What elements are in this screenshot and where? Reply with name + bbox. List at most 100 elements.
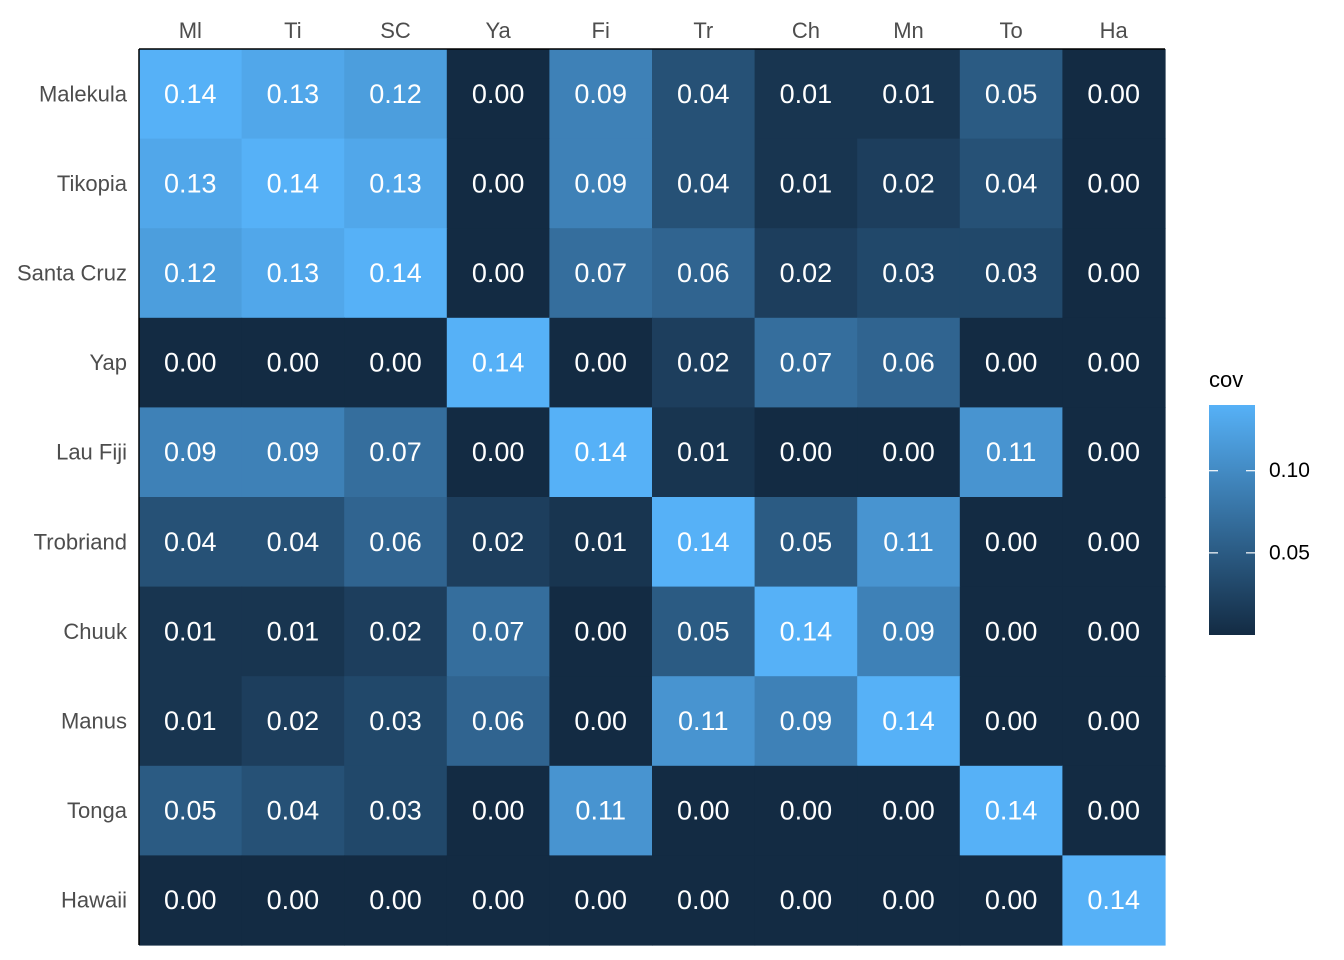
cell-value-label: 0.01 bbox=[677, 437, 730, 467]
cell-value-label: 0.05 bbox=[677, 616, 730, 646]
cell-value-label: 0.00 bbox=[267, 885, 320, 915]
cell-value-label: 0.01 bbox=[164, 706, 217, 736]
cell-value-label: 0.00 bbox=[472, 885, 525, 915]
cell-value-label: 0.11 bbox=[986, 437, 1037, 467]
cell-value-label: 0.00 bbox=[985, 706, 1038, 736]
heatmap-cell bbox=[241, 676, 345, 767]
cell-value-label: 0.00 bbox=[472, 79, 525, 109]
x-tick-label: Tr bbox=[693, 18, 713, 43]
color-legend: cov 0.05 0.10 bbox=[1209, 367, 1310, 635]
heatmap-cell bbox=[959, 497, 1063, 588]
cell-value-label: 0.11 bbox=[678, 706, 729, 736]
x-axis-ticks: Ml Ti SC Ya Fi Tr Ch Mn To Ha bbox=[179, 18, 1129, 43]
cell-value-label: 0.00 bbox=[574, 885, 627, 915]
heatmap-cell bbox=[959, 228, 1063, 319]
cell-value-label: 0.00 bbox=[1087, 79, 1140, 109]
heatmap-cell bbox=[549, 49, 653, 140]
heatmap-cell bbox=[959, 138, 1063, 229]
heatmap-cell bbox=[549, 407, 653, 498]
cell-value-label: 0.02 bbox=[472, 527, 525, 557]
heatmap-cell bbox=[754, 497, 858, 588]
heatmap-cell bbox=[857, 497, 961, 588]
heatmap-cell bbox=[857, 138, 961, 229]
cell-value-label: 0.07 bbox=[472, 616, 525, 646]
heatmap-cell bbox=[241, 317, 345, 408]
heatmap-cell bbox=[857, 407, 961, 498]
cell-value-label: 0.06 bbox=[472, 706, 525, 736]
x-tick-label: Ch bbox=[792, 18, 820, 43]
legend-colorbar bbox=[1209, 405, 1255, 635]
heatmap-cell bbox=[549, 855, 653, 946]
heatmap-cell bbox=[549, 676, 653, 767]
cell-value-label: 0.00 bbox=[1087, 706, 1140, 736]
cell-value-label: 0.09 bbox=[267, 437, 320, 467]
cell-value-label: 0.04 bbox=[164, 527, 217, 557]
cell-value-label: 0.07 bbox=[369, 437, 422, 467]
heatmap-cell bbox=[139, 765, 243, 856]
heatmap-cell bbox=[344, 586, 448, 677]
cell-value-label: 0.00 bbox=[1087, 796, 1140, 826]
cell-value-label: 0.13 bbox=[164, 168, 217, 198]
heatmap-cell bbox=[1062, 855, 1166, 946]
cell-value-label: 0.04 bbox=[985, 168, 1038, 198]
heatmap-cell bbox=[241, 407, 345, 498]
heatmap-cell bbox=[652, 317, 756, 408]
cell-value-label: 0.01 bbox=[780, 79, 833, 109]
heatmap-cell bbox=[446, 407, 550, 498]
heatmap-cell bbox=[1062, 497, 1166, 588]
cell-value-label: 0.02 bbox=[677, 348, 730, 378]
heatmap-cell bbox=[344, 497, 448, 588]
cell-value-label: 0.00 bbox=[882, 796, 935, 826]
cell-value-label: 0.03 bbox=[369, 796, 422, 826]
cell-value-label: 0.00 bbox=[164, 885, 217, 915]
cell-value-label: 0.07 bbox=[574, 258, 627, 288]
cell-value-label: 0.14 bbox=[369, 258, 422, 288]
cell-value-label: 0.14 bbox=[164, 79, 217, 109]
cell-value-label: 0.00 bbox=[472, 258, 525, 288]
heatmap-cell bbox=[241, 49, 345, 140]
heatmap-cell bbox=[344, 138, 448, 229]
heatmap-cell bbox=[959, 765, 1063, 856]
y-tick-label: Tonga bbox=[67, 798, 128, 823]
legend-tick-label: 0.05 bbox=[1269, 541, 1310, 564]
cell-value-label: 0.00 bbox=[1087, 168, 1140, 198]
cell-value-label: 0.00 bbox=[369, 885, 422, 915]
legend-title: cov bbox=[1209, 367, 1243, 392]
heatmap-cell bbox=[1062, 676, 1166, 767]
heatmap-cell bbox=[652, 586, 756, 677]
cell-value-label: 0.00 bbox=[985, 616, 1038, 646]
cell-value-label: 0.00 bbox=[1087, 348, 1140, 378]
heatmap-cell bbox=[1062, 317, 1166, 408]
heatmap-cell bbox=[241, 586, 345, 677]
heatmap-cell bbox=[549, 138, 653, 229]
heatmap-cell bbox=[652, 228, 756, 319]
x-tick-label: Fi bbox=[592, 18, 610, 43]
y-tick-label: Hawaii bbox=[61, 888, 127, 913]
y-tick-label: Trobriand bbox=[34, 529, 127, 554]
cell-value-label: 0.00 bbox=[882, 885, 935, 915]
cell-value-label: 0.01 bbox=[267, 616, 320, 646]
heatmap-cell bbox=[959, 407, 1063, 498]
heatmap-cell bbox=[857, 765, 961, 856]
cell-value-label: 0.14 bbox=[574, 437, 627, 467]
cell-value-label: 0.14 bbox=[1087, 885, 1140, 915]
heatmap-cell bbox=[446, 765, 550, 856]
cell-value-label: 0.13 bbox=[267, 258, 320, 288]
heatmap-cell bbox=[241, 138, 345, 229]
heatmap-cell bbox=[549, 317, 653, 408]
cell-value-label: 0.12 bbox=[369, 79, 422, 109]
cell-value-label: 0.09 bbox=[164, 437, 217, 467]
cell-value-label: 0.03 bbox=[882, 258, 935, 288]
heatmap-cell bbox=[139, 586, 243, 677]
cell-value-label: 0.00 bbox=[164, 348, 217, 378]
heatmap-cell bbox=[139, 497, 243, 588]
x-tick-label: SC bbox=[380, 18, 411, 43]
heatmap-cell bbox=[446, 497, 550, 588]
cell-value-label: 0.02 bbox=[780, 258, 833, 288]
cell-value-label: 0.00 bbox=[985, 885, 1038, 915]
heatmap-cell bbox=[344, 49, 448, 140]
cell-value-label: 0.06 bbox=[677, 258, 730, 288]
heatmap-cell bbox=[139, 138, 243, 229]
heatmap-cell bbox=[857, 228, 961, 319]
